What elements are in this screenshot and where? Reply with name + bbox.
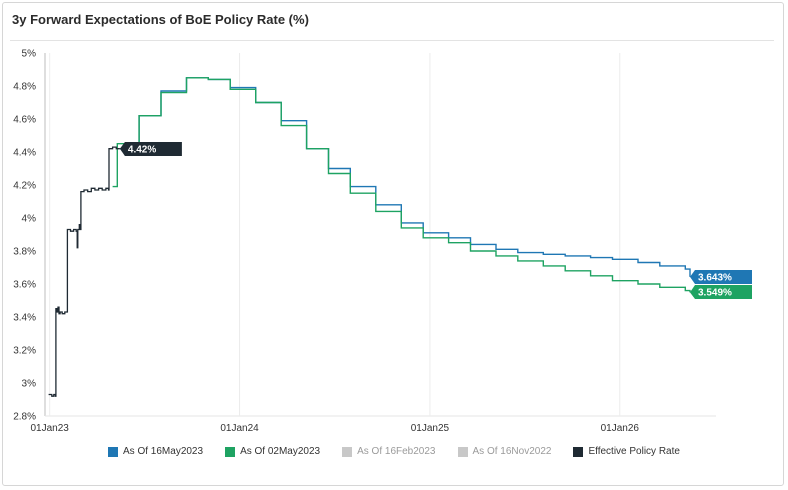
- legend-label: As Of 02May2023: [240, 446, 321, 457]
- legend-label: As Of 16Nov2022: [472, 446, 552, 457]
- series-line-0: [119, 77, 691, 277]
- legend-swatch: [342, 446, 353, 457]
- x-tick-label: 01Jan23: [30, 423, 69, 434]
- y-tick-label: 4.2%: [13, 181, 36, 192]
- chart-title: 3y Forward Expectations of BoE Policy Ra…: [12, 12, 309, 27]
- y-tick-label: 3.6%: [13, 280, 36, 291]
- y-tick-label: 3.4%: [13, 313, 36, 324]
- legend-item[interactable]: As Of 16May2023: [108, 446, 203, 457]
- end-value-badge: [119, 142, 182, 156]
- y-tick-label: 4.6%: [13, 115, 36, 126]
- legend-label: Effective Policy Rate: [588, 446, 680, 457]
- y-tick-label: 3%: [22, 379, 37, 390]
- end-value-label: 3.549%: [689, 285, 752, 299]
- y-tick-label: 5%: [22, 49, 37, 60]
- legend-swatch: [225, 446, 236, 457]
- y-tick-label: 4%: [22, 214, 37, 225]
- legend-item[interactable]: As Of 02May2023: [225, 446, 320, 457]
- title-divider: [10, 40, 774, 41]
- y-tick-label: 4.8%: [13, 82, 36, 93]
- y-tick-label: 2.8%: [13, 412, 36, 423]
- line-chart: 2.8% 3% 3.2% 3.4% 3.6% 3.8% 4% 4.2% 4.4% 4.6% 4.8%…: [13, 49, 752, 434]
- y-tick-label: 3.8%: [13, 247, 36, 258]
- legend-item[interactable]: As Of 16Nov2022: [457, 446, 552, 457]
- end-value-text: 3.549%: [698, 288, 732, 299]
- end-value-badge: [689, 285, 752, 299]
- legend-item[interactable]: As Of 16Feb2023: [342, 446, 436, 457]
- legend-swatch: [457, 446, 468, 457]
- legend-swatch: [573, 446, 584, 457]
- legend-label: As Of 16Feb2023: [357, 446, 436, 457]
- end-value-label: 4.42%: [119, 142, 182, 156]
- x-tick-label: 01Jan25: [411, 423, 450, 434]
- end-value-badge: [689, 270, 752, 284]
- end-value-text: 3.643%: [698, 273, 732, 284]
- x-tick-label: 01Jan24: [220, 423, 259, 434]
- legend-label: As Of 16May2023: [123, 446, 204, 457]
- end-value-text: 4.42%: [128, 145, 156, 156]
- chart-legend: As Of 16May2023 As Of 02May2023 As Of 16Fe…: [0, 446, 788, 457]
- x-tick-label: 01Jan26: [601, 423, 640, 434]
- end-value-label: 3.643%: [689, 270, 752, 284]
- y-tick-label: 4.4%: [13, 148, 36, 159]
- y-tick-label: 3.2%: [13, 346, 36, 357]
- series-line-1: [112, 77, 691, 293]
- legend-item[interactable]: Effective Policy Rate: [573, 446, 680, 457]
- series-line-4: [48, 146, 120, 397]
- legend-swatch: [108, 446, 119, 457]
